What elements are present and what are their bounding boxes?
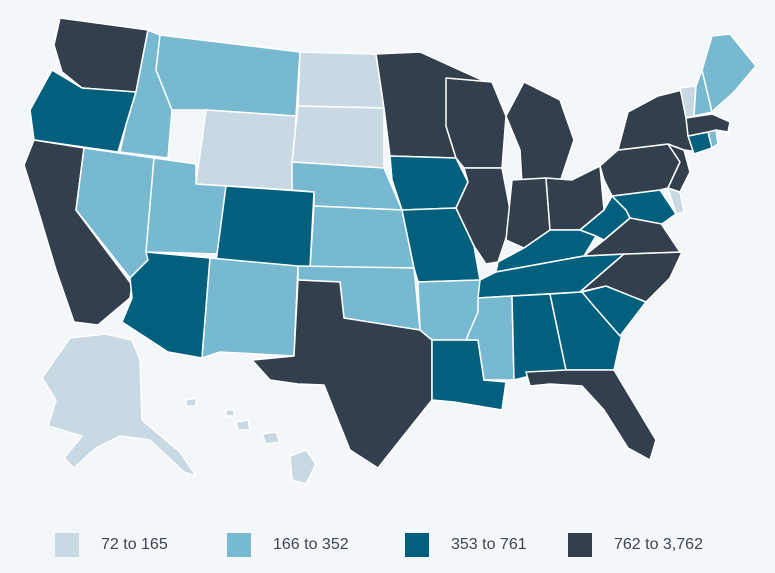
legend-item-2: 166 to 352: [227, 528, 349, 562]
state-florida[interactable]: [525, 369, 657, 461]
state-michigan[interactable]: [505, 81, 575, 185]
state-hawaii[interactable]: [185, 397, 317, 485]
legend-label-3: 353 to 761: [451, 536, 527, 553]
legend-label-4: 762 to 3,762: [614, 536, 703, 553]
legend-label-2: 166 to 352: [273, 536, 349, 553]
state-north-dakota[interactable]: [297, 51, 385, 109]
legend-item-3: 353 to 761: [405, 528, 527, 562]
legend-swatch-4: [568, 533, 592, 557]
state-oregon[interactable]: [29, 69, 137, 153]
state-massachusetts[interactable]: [685, 113, 731, 137]
legend-swatch-3: [405, 533, 429, 557]
legend: 72 to 165 166 to 352 353 to 761 762 to 3…: [0, 528, 775, 562]
legend-swatch-1: [55, 533, 79, 557]
state-kansas[interactable]: [309, 205, 415, 269]
state-new-mexico[interactable]: [201, 257, 299, 359]
state-illinois[interactable]: [455, 167, 513, 265]
state-texas[interactable]: [251, 279, 433, 469]
state-south-dakota[interactable]: [291, 105, 385, 169]
state-iowa[interactable]: [389, 155, 469, 211]
state-montana[interactable]: [155, 34, 301, 117]
state-maine[interactable]: [701, 33, 757, 113]
state-wisconsin[interactable]: [445, 77, 507, 169]
state-wyoming[interactable]: [195, 109, 297, 191]
us-choropleth-map: [23, 17, 757, 485]
state-georgia[interactable]: [549, 291, 623, 371]
state-colorado[interactable]: [215, 185, 315, 269]
legend-swatch-2: [227, 533, 251, 557]
state-alaska[interactable]: [41, 333, 197, 477]
legend-label-1: 72 to 165: [101, 536, 168, 553]
legend-item-4: 762 to 3,762: [568, 528, 703, 562]
legend-item-1: 72 to 165: [55, 528, 168, 562]
